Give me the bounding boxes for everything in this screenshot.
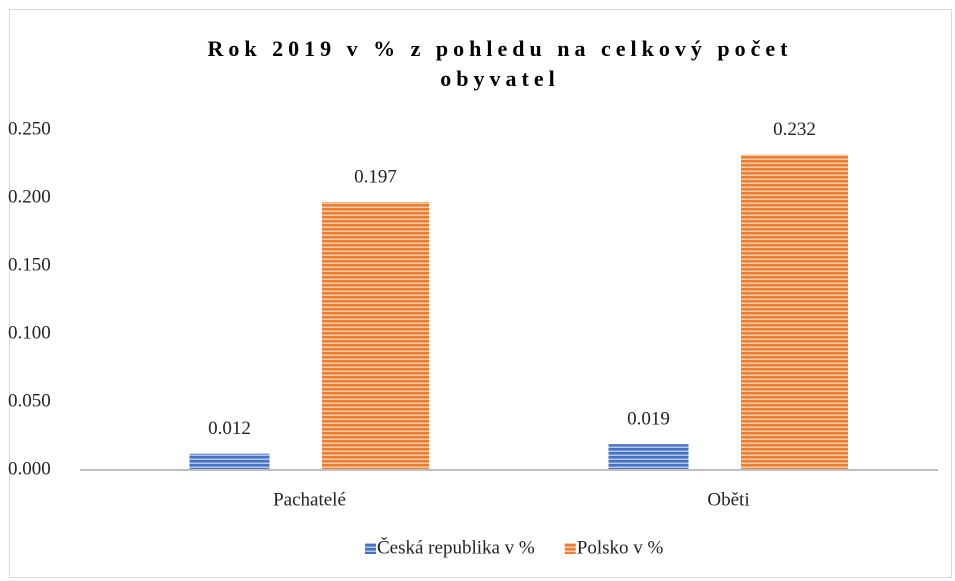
y-tick-label: 0.250 <box>8 118 51 139</box>
y-tick-label: 0.200 <box>8 186 51 207</box>
chart-title: Rok 2019 v % z pohledu na celkový počet … <box>207 36 793 91</box>
data-label: 0.197 <box>354 166 397 187</box>
legend-swatch <box>564 543 576 554</box>
data-label: 0.019 <box>627 409 670 430</box>
y-tick-label: 0.000 <box>8 458 51 479</box>
chart-border <box>9 9 952 578</box>
legend-label: Česká republika v % <box>377 536 535 558</box>
bar <box>608 444 689 470</box>
legend-label: Polsko v % <box>577 537 664 558</box>
bar <box>189 453 270 470</box>
bar <box>741 154 848 471</box>
bar <box>322 202 429 470</box>
y-tick-label: 0.150 <box>8 254 51 275</box>
legend-swatch <box>365 543 376 554</box>
x-tick-label: Oběti <box>707 489 749 510</box>
x-tick-label: Pachatelé <box>273 489 346 510</box>
data-label: 0.232 <box>773 119 816 140</box>
data-label: 0.012 <box>208 418 251 439</box>
y-tick-label: 0.050 <box>8 390 51 411</box>
y-tick-label: 0.100 <box>8 322 51 343</box>
